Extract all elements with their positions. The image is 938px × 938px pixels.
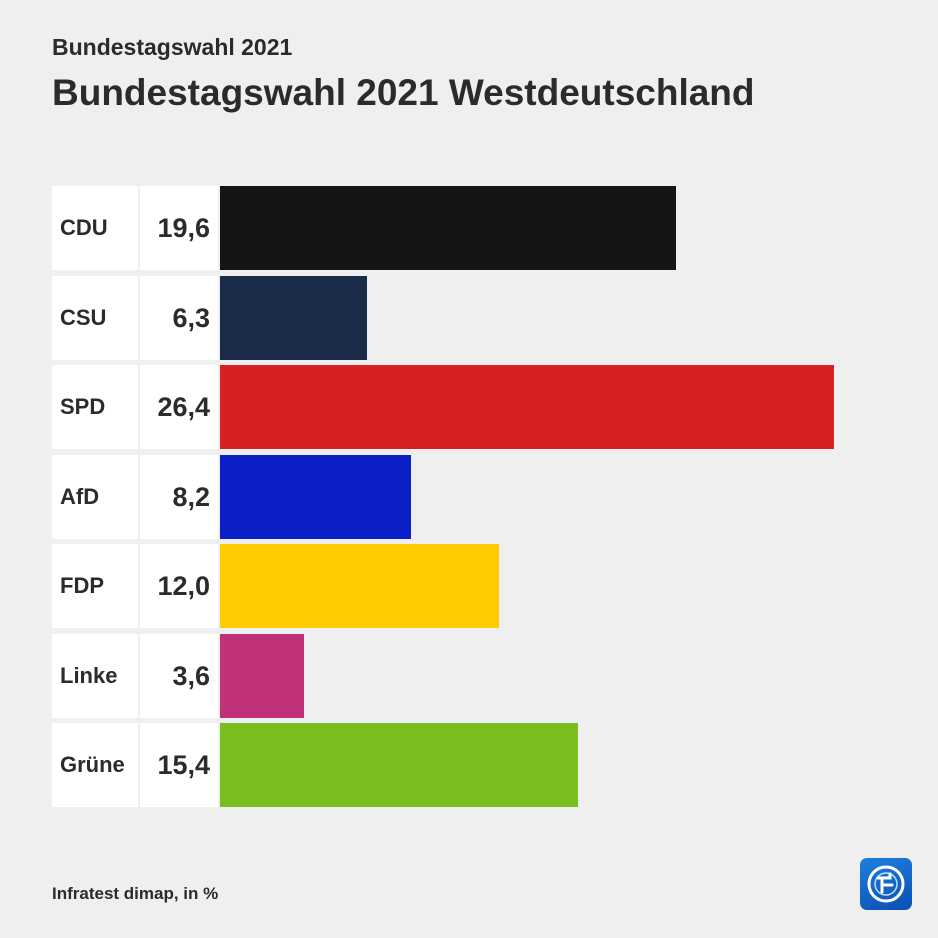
party-label: CDU [60, 215, 108, 240]
bar-fdp [220, 544, 500, 628]
value-cell: 26,4 [140, 365, 218, 449]
party-label: Grüne [60, 752, 125, 777]
party-cell: AfD [52, 454, 138, 539]
party-cell: FDP [52, 544, 138, 628]
bar-row: SPD 26,4 [52, 365, 892, 449]
party-cell: Grüne [52, 723, 138, 807]
bar-afd [220, 454, 411, 539]
bar-chart: CDU 19,6 CSU 6,3 SPD 26,4 AfD 8,2 FDP 12,0 Linke 3,… [52, 186, 892, 810]
source-note: Infratest dimap, in % [52, 884, 219, 903]
value-label: 15,4 [157, 750, 210, 780]
bar-cdu [220, 186, 676, 270]
party-cell: SPD [52, 365, 138, 449]
bar-row: CDU 19,6 [52, 186, 892, 270]
value-cell: 3,6 [140, 633, 218, 718]
party-label: Linke [60, 662, 118, 688]
value-label: 6,3 [172, 302, 210, 333]
value-label: 12,0 [157, 571, 210, 601]
party-label: SPD [60, 394, 106, 419]
party-label: FDP [60, 573, 104, 598]
value-label: 26,4 [157, 392, 210, 422]
bar-row: Grüne 15,4 [52, 723, 892, 807]
bar-spd [220, 365, 834, 449]
bar-row: AfD 8,2 [52, 454, 892, 539]
party-cell: CSU [52, 275, 138, 360]
value-cell: 8,2 [140, 454, 218, 539]
party-cell: CDU [52, 186, 138, 270]
tagesschau-logo-icon [860, 858, 912, 910]
chart-supertitle: Bundestagswahl 2021 [52, 34, 293, 60]
bar-csu [220, 275, 367, 360]
value-cell: 12,0 [140, 544, 218, 628]
value-label: 3,6 [172, 660, 210, 691]
party-label: AfD [60, 483, 100, 509]
bar-linke [220, 633, 304, 718]
party-label: CSU [60, 304, 107, 330]
value-label: 8,2 [172, 481, 210, 512]
value-label: 19,6 [157, 213, 210, 243]
value-cell: 6,3 [140, 275, 218, 360]
chart-title: Bundestagswahl 2021 Westdeutschland [52, 72, 755, 113]
bar-row: Linke 3,6 [52, 633, 892, 718]
bar-grüne [220, 723, 579, 807]
bar-row: FDP 12,0 [52, 544, 892, 628]
bar-row: CSU 6,3 [52, 275, 892, 360]
party-cell: Linke [52, 633, 138, 718]
value-cell: 15,4 [140, 723, 218, 807]
value-cell: 19,6 [140, 186, 218, 270]
